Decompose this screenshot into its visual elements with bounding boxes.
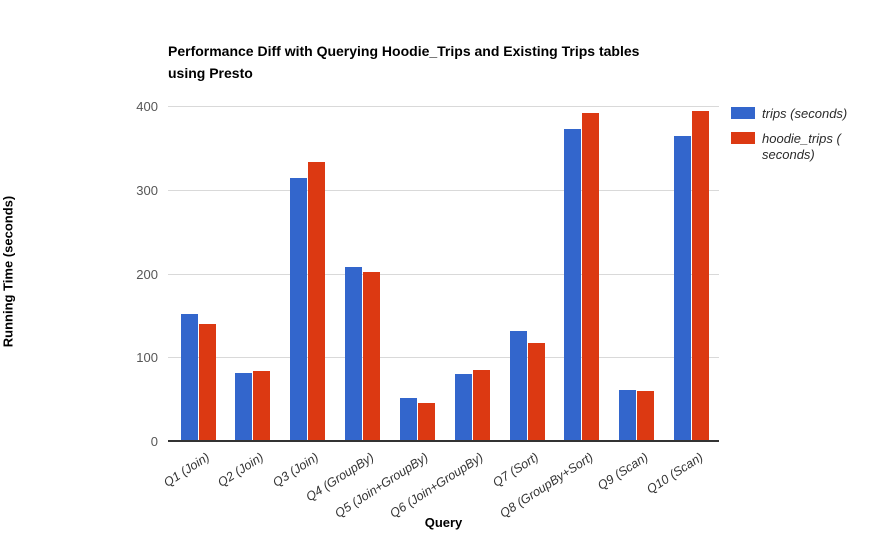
gridline (168, 357, 719, 359)
y-tick-label: 400 (136, 99, 158, 114)
bar-hoodie-trips-9[interactable] (637, 390, 655, 440)
bar-trips-4[interactable] (345, 266, 363, 440)
x-category-label: Q10 (Scan) (644, 450, 706, 497)
legend-entry: hoodie_trips (seconds) (731, 131, 881, 163)
chart-title-line1: Performance Diff with Querying Hoodie_Tr… (168, 43, 640, 59)
bar-hoodie-trips-8[interactable] (582, 113, 600, 440)
legend-swatch-icon (731, 132, 755, 144)
plot-area: 0 100 200 300 400 (136, 100, 719, 448)
bar-hoodie-trips-5[interactable] (417, 403, 435, 440)
bar-trips-2[interactable] (235, 373, 253, 440)
x-category-label: Q7 (Sort) (489, 450, 541, 490)
bar-trips-9[interactable] (619, 389, 637, 440)
bar-trips-6[interactable] (454, 373, 472, 440)
bar-hoodie-trips-6[interactable] (472, 369, 490, 440)
bar-hoodie-trips-3[interactable] (308, 161, 326, 440)
legend-swatch-icon (731, 107, 755, 119)
chart-title: Performance Diff with Querying Hoodie_Tr… (168, 40, 748, 84)
y-tick-label: 100 (136, 350, 158, 366)
x-axis-title: Query (424, 515, 463, 530)
y-tick-label: 200 (136, 266, 158, 282)
bar-trips-5[interactable] (399, 398, 417, 440)
legend-label: trips (seconds) (762, 106, 848, 121)
bar-hoodie-trips-7[interactable] (527, 342, 545, 440)
x-axis-line (168, 440, 719, 442)
x-category-label: Q1 (Join) (160, 450, 212, 490)
bar-hoodie-trips-2[interactable] (253, 370, 271, 440)
legend-label: hoodie_trips (seconds) (762, 131, 841, 162)
legend-entry: trips (seconds) (731, 106, 881, 122)
bar-hoodie-trips-10[interactable] (692, 110, 710, 440)
gridline (168, 106, 719, 107)
x-category-label: Q9 (Scan) (595, 450, 651, 493)
gridline (168, 189, 719, 191)
y-tick-label: 300 (136, 182, 158, 198)
y-axis-title: Running Time (seconds) (0, 195, 16, 348)
x-category-label: Q2 (Join) (215, 450, 267, 490)
bar-trips-10[interactable] (674, 136, 692, 440)
chart-title-line2: using Presto (168, 65, 253, 81)
bar-hoodie-trips-4[interactable] (363, 271, 381, 440)
x-category-label: Q3 (Join) (270, 450, 322, 490)
bar-hoodie-trips-1[interactable] (198, 323, 216, 440)
x-category-label: Q8 (GroupBy+Sort) (497, 450, 596, 521)
bar-trips-1[interactable] (180, 314, 198, 440)
bar-trips-7[interactable] (509, 331, 527, 440)
gridline (168, 273, 719, 275)
legend: trips (seconds) hoodie_trips (seconds) (731, 106, 881, 172)
x-category-label: Q5 (Join+GroupBy) (332, 450, 432, 521)
y-tick-label: 0 (150, 434, 158, 449)
x-category-label: Q6 (Join+GroupBy) (387, 450, 486, 521)
bar-trips-8[interactable] (564, 129, 582, 440)
bar-trips-3[interactable] (290, 177, 308, 440)
